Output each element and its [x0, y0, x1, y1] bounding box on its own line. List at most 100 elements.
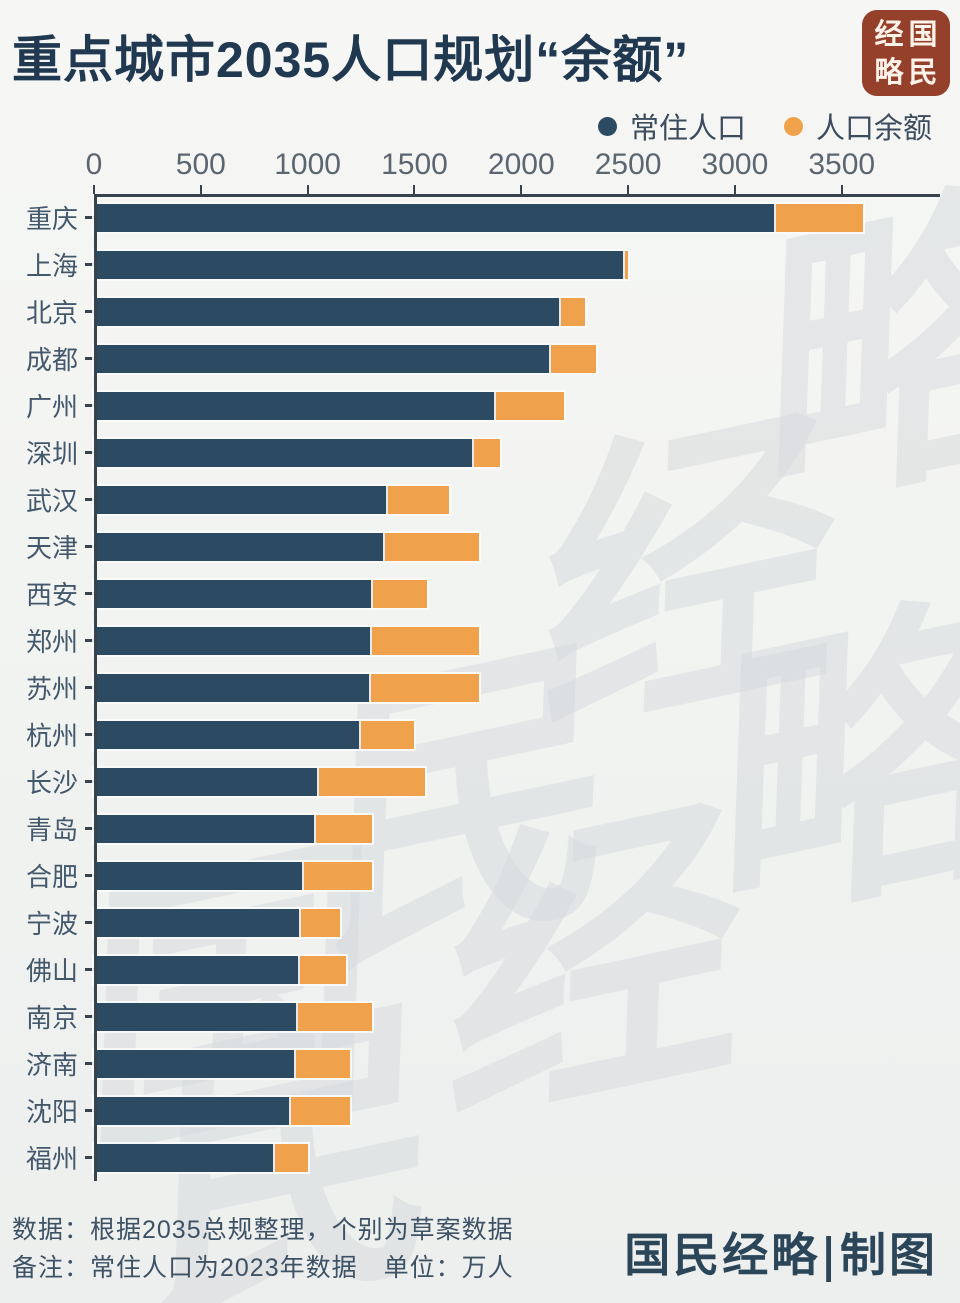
- balance-bar-segment: [290, 1096, 351, 1125]
- city-label: 成都: [0, 340, 94, 377]
- remark-note: 备注：常住人口为2023年数据 单位：万人: [12, 1254, 514, 1282]
- y-tick-mark: [85, 921, 94, 924]
- stacked-bar: [94, 720, 940, 749]
- city-label: 北京: [0, 293, 94, 330]
- city-label: 深圳: [0, 434, 94, 471]
- balance-bar-segment: [775, 203, 864, 232]
- balance-bar-segment: [274, 1143, 308, 1172]
- stacked-bar: [94, 814, 940, 843]
- balance-bar-segment: [474, 438, 500, 467]
- bar-row: 深圳: [0, 429, 960, 476]
- y-tick-mark: [85, 498, 94, 501]
- header: 重点城市2035人口规划“余额” 经 国 略 民: [0, 0, 960, 96]
- bar-track: [94, 532, 940, 561]
- resident-bar-segment: [94, 391, 497, 420]
- bar-row: 合肥: [0, 852, 960, 899]
- bar-rows: 重庆 上海 北京 成都 广州 深圳 武汉 天津 西安 郑州 苏州 杭州 长沙 青岛 合肥 宁波 佛山 南京 济南 沈阳…: [0, 194, 960, 1181]
- balance-bar-segment: [304, 861, 372, 890]
- bar-track: [94, 1002, 940, 1031]
- resident-bar-segment: [94, 767, 319, 796]
- bar-track: [94, 203, 940, 232]
- y-tick-mark: [85, 639, 94, 642]
- stacked-bar: [94, 344, 940, 373]
- bar-track: [94, 297, 940, 326]
- logo-char: 略: [874, 55, 904, 89]
- bar-row: 长沙: [0, 758, 960, 805]
- x-tick-label: 2000: [487, 148, 555, 181]
- bar-track: [94, 485, 940, 514]
- stacked-bar: [94, 1143, 940, 1172]
- resident-bar-segment: [94, 203, 776, 232]
- bar-row: 苏州: [0, 664, 960, 711]
- stacked-bar: [94, 485, 940, 514]
- bar-track: [94, 908, 940, 937]
- resident-bar-segment: [94, 814, 316, 843]
- city-label: 青岛: [0, 810, 94, 847]
- balance-bar-segment: [388, 485, 449, 514]
- city-label: 佛山: [0, 951, 94, 988]
- x-tick-mark: [93, 185, 95, 194]
- balance-bar-segment: [561, 297, 586, 326]
- stacked-bar: [94, 579, 940, 608]
- logo-char: 经: [874, 17, 904, 51]
- bar-track: [94, 344, 940, 373]
- resident-bar-segment: [94, 1096, 291, 1125]
- y-tick-mark: [85, 686, 94, 689]
- stacked-bar: [94, 391, 940, 420]
- logo-char: 民: [908, 55, 938, 89]
- logo-char: 国: [908, 17, 938, 51]
- x-tick-mark: [733, 185, 736, 194]
- bar-row: 青岛: [0, 805, 960, 852]
- y-tick-mark: [85, 357, 94, 360]
- y-tick-mark: [85, 1015, 94, 1018]
- city-label: 南京: [0, 998, 94, 1035]
- resident-bar-segment: [94, 861, 305, 890]
- balance-bar-segment: [361, 720, 415, 749]
- balance-bar-segment: [295, 1049, 351, 1078]
- y-tick-mark: [85, 263, 94, 266]
- city-label: 上海: [0, 246, 94, 283]
- x-tick-label: 1000: [274, 148, 341, 181]
- resident-bar-segment: [94, 1143, 275, 1172]
- legend: 常住人口 人口余额: [0, 92, 960, 147]
- city-label: 天津: [0, 528, 94, 565]
- stacked-bar: [94, 250, 940, 279]
- resident-bar-segment: [94, 908, 302, 937]
- y-tick-mark: [85, 827, 94, 830]
- x-tick-label: 3000: [701, 148, 769, 181]
- city-label: 杭州: [0, 716, 94, 753]
- y-tick-mark: [85, 451, 94, 454]
- y-tick-mark: [85, 874, 94, 877]
- brand-logo: 经 国 略 民: [862, 10, 950, 96]
- bar-row: 上海: [0, 241, 960, 288]
- stacked-bar: [94, 297, 940, 326]
- x-tick-mark: [413, 185, 416, 194]
- y-tick-mark: [85, 1062, 94, 1065]
- bar-track: [94, 1143, 940, 1172]
- x-tick-label: 0: [85, 148, 103, 181]
- balance-bar-segment: [299, 955, 347, 984]
- stacked-bar: [94, 438, 940, 467]
- y-tick-mark: [85, 592, 94, 595]
- stacked-bar: [94, 673, 940, 702]
- resident-bar-segment: [94, 626, 372, 655]
- resident-bar-segment: [94, 344, 552, 373]
- city-label: 长沙: [0, 763, 94, 800]
- legend-item-resident: 常住人口: [597, 105, 746, 147]
- bar-track: [94, 626, 940, 655]
- stacked-bar: [94, 532, 940, 561]
- stacked-bar: [94, 203, 940, 232]
- balance-bar-segment: [496, 391, 564, 420]
- x-tick-label: 3500: [808, 148, 876, 181]
- balance-bar-segment: [370, 673, 479, 702]
- bar-row: 佛山: [0, 946, 960, 993]
- bar-row: 济南: [0, 1040, 960, 1087]
- resident-bar-segment: [94, 297, 561, 326]
- resident-bar-segment: [94, 1049, 296, 1078]
- bar-track: [94, 391, 940, 420]
- city-label: 济南: [0, 1045, 94, 1082]
- stacked-bar: [94, 861, 940, 890]
- resident-bar-segment: [94, 955, 300, 984]
- bar-track: [94, 579, 940, 608]
